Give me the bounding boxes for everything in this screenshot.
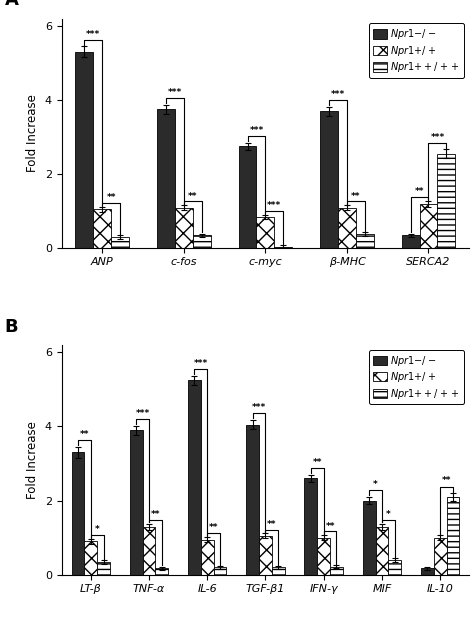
- Bar: [388, 560, 401, 575]
- Bar: [157, 109, 175, 248]
- Bar: [143, 527, 155, 575]
- Bar: [272, 567, 285, 575]
- Bar: [214, 567, 227, 575]
- Bar: [421, 568, 434, 575]
- Bar: [356, 234, 374, 248]
- Bar: [75, 52, 93, 248]
- Bar: [401, 235, 419, 248]
- Text: **: **: [80, 430, 89, 439]
- Bar: [97, 562, 110, 575]
- Text: ***: ***: [86, 30, 100, 38]
- Bar: [155, 568, 168, 575]
- Bar: [274, 247, 292, 248]
- Y-axis label: Fold Increase: Fold Increase: [26, 95, 39, 172]
- Text: ***: ***: [168, 88, 182, 97]
- Legend: $\it{Npr1}$$\it{-/-}$, $\it{Npr1}$$\it{+/+}$, $\it{Npr1}$$\it{++/++}$: $\it{Npr1}$$\it{-/-}$, $\it{Npr1}$$\it{+…: [369, 23, 465, 78]
- Bar: [111, 237, 129, 248]
- Text: ***: ***: [430, 133, 445, 142]
- Text: **: **: [107, 193, 116, 203]
- Bar: [438, 154, 456, 248]
- Bar: [93, 210, 111, 248]
- Text: *: *: [373, 480, 378, 489]
- Bar: [84, 541, 97, 575]
- Text: B: B: [5, 318, 18, 336]
- Bar: [375, 527, 388, 575]
- Text: ***: ***: [252, 403, 266, 412]
- Text: **: **: [209, 523, 219, 533]
- Bar: [188, 380, 201, 575]
- Text: **: **: [188, 192, 198, 201]
- Text: ***: ***: [331, 90, 345, 99]
- Bar: [317, 538, 330, 575]
- Text: **: **: [267, 520, 277, 529]
- Bar: [330, 567, 343, 575]
- Bar: [363, 501, 375, 575]
- Text: **: **: [442, 476, 451, 485]
- Bar: [304, 478, 317, 575]
- Text: **: **: [312, 458, 322, 467]
- Text: *: *: [95, 525, 100, 535]
- Text: A: A: [5, 0, 18, 9]
- Bar: [175, 208, 193, 248]
- Text: ***: ***: [267, 201, 282, 210]
- Bar: [320, 111, 338, 248]
- Legend: $\it{Npr1}$$\it{-/-}$, $\it{Npr1}$$\it{+/+}$, $\it{Npr1}$$\it{++/++}$: $\it{Npr1}$$\it{-/-}$, $\it{Npr1}$$\it{+…: [369, 350, 465, 404]
- Bar: [338, 208, 356, 248]
- Text: ***: ***: [194, 359, 208, 368]
- Text: **: **: [325, 522, 335, 531]
- Text: ***: ***: [249, 126, 264, 135]
- Text: **: **: [151, 510, 160, 519]
- Bar: [447, 497, 459, 575]
- Bar: [259, 536, 272, 575]
- Y-axis label: Fold Increase: Fold Increase: [26, 421, 39, 499]
- Bar: [256, 217, 274, 248]
- Bar: [201, 540, 214, 575]
- Bar: [193, 235, 211, 248]
- Text: ***: ***: [136, 409, 150, 418]
- Bar: [72, 452, 84, 575]
- Bar: [130, 430, 143, 575]
- Bar: [238, 146, 256, 248]
- Text: *: *: [386, 510, 391, 519]
- Text: **: **: [351, 192, 361, 201]
- Bar: [419, 204, 438, 248]
- Text: **: **: [415, 187, 424, 197]
- Bar: [246, 425, 259, 575]
- Bar: [434, 538, 447, 575]
